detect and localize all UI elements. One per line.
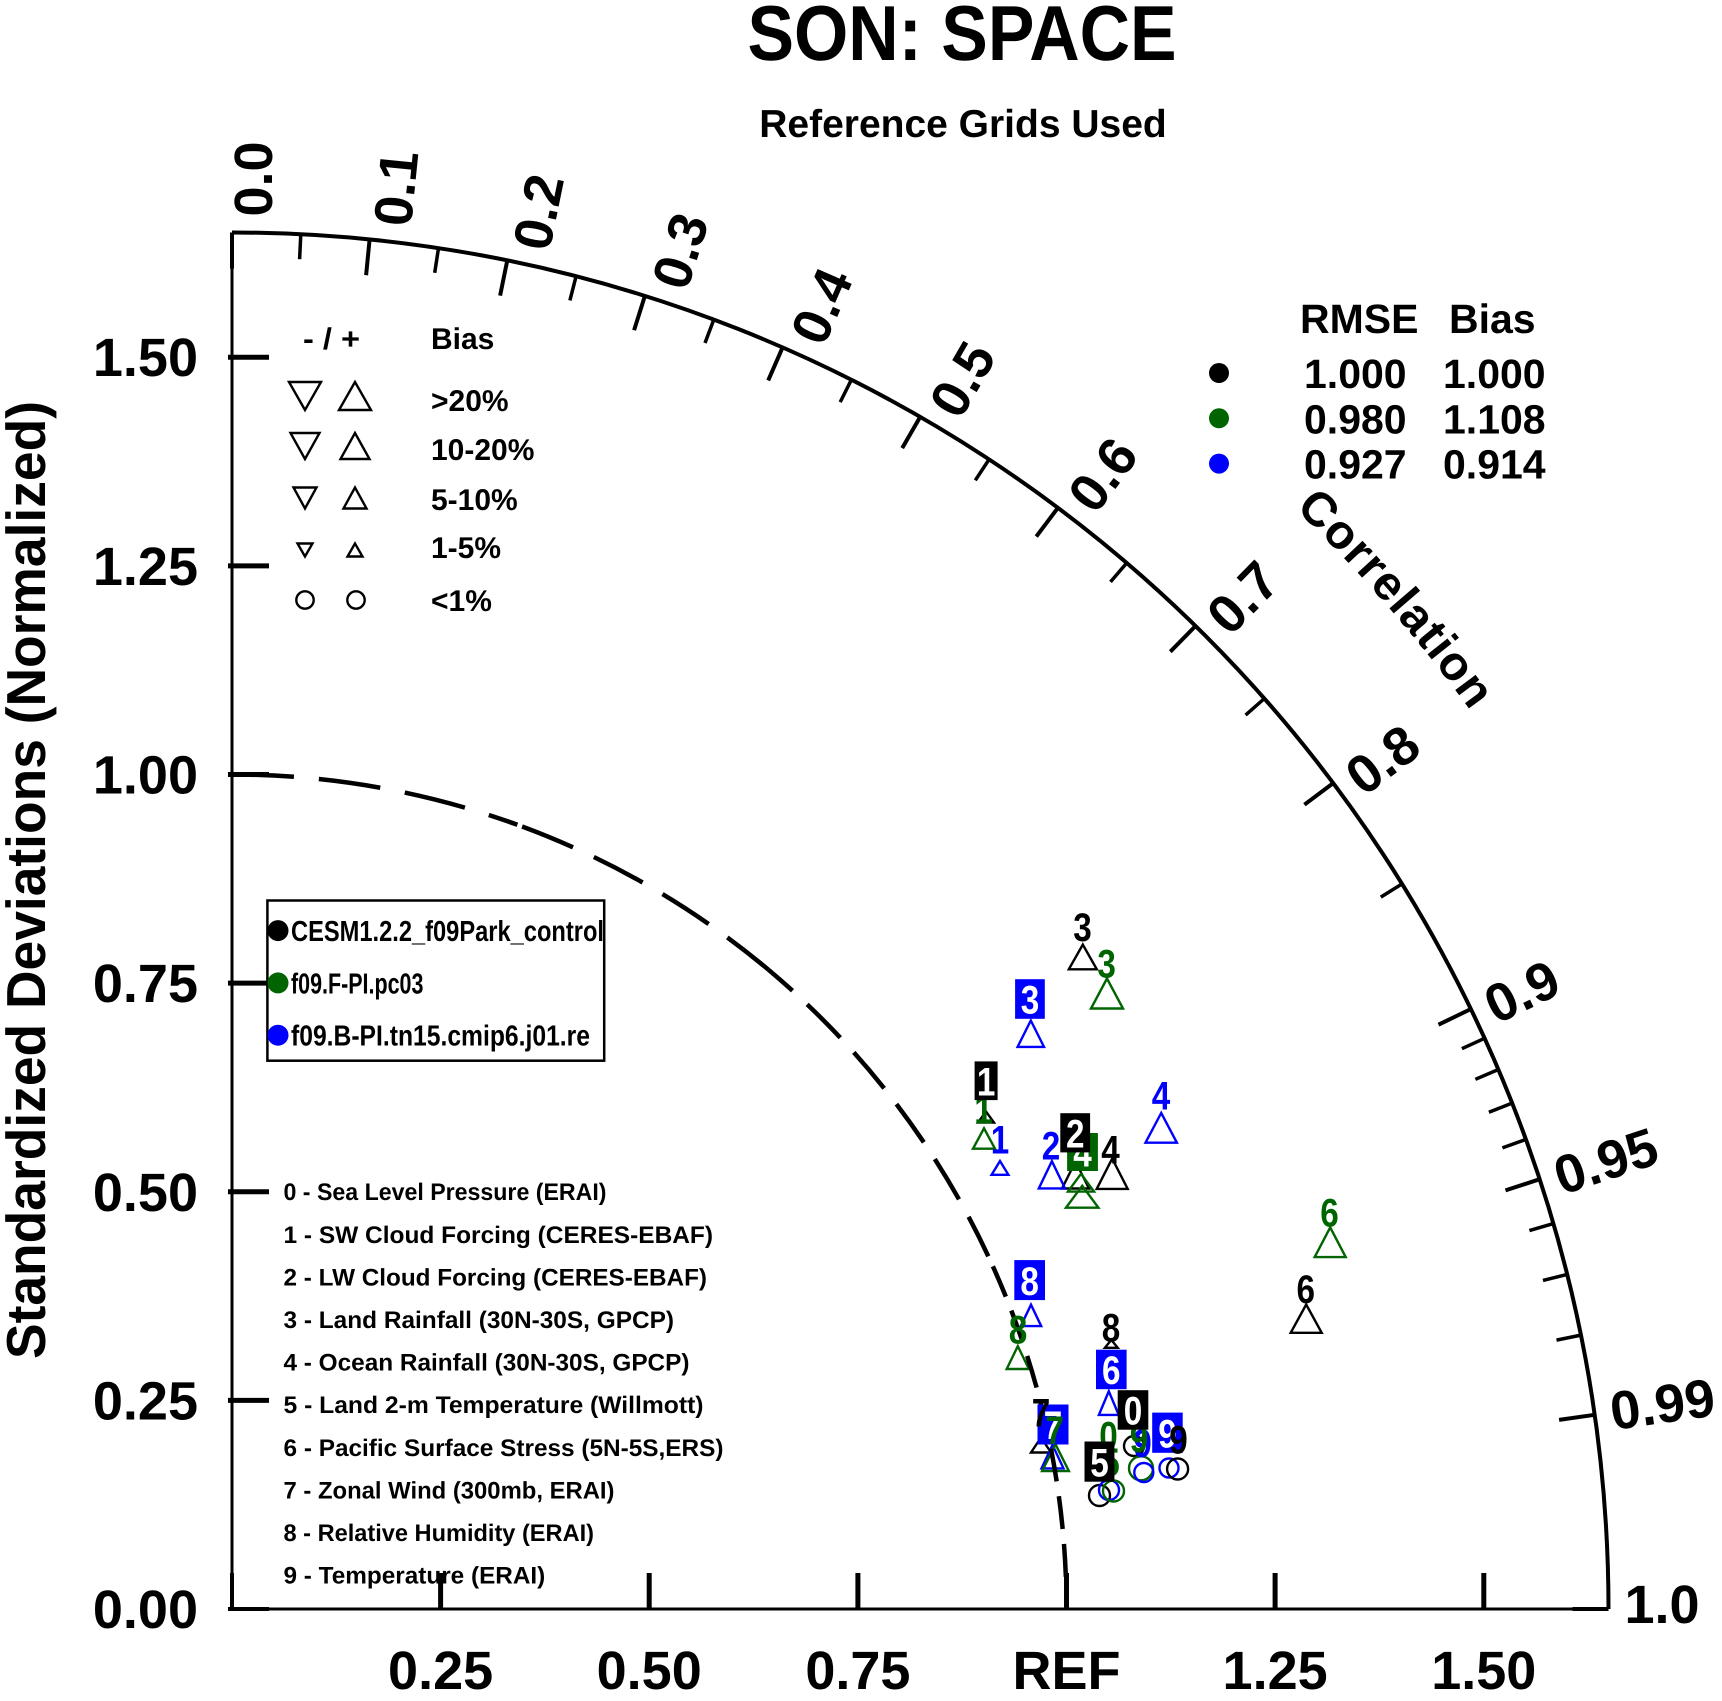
svg-text:7: 7 xyxy=(1046,1409,1065,1453)
svg-text:5 - Land 2-m Temperature (Will: 5 - Land 2-m Temperature (Willmott) xyxy=(284,1392,704,1419)
svg-text:2 - LW Cloud Forcing (CERES-EB: 2 - LW Cloud Forcing (CERES-EBAF) xyxy=(284,1264,708,1291)
svg-text:1-5%: 1-5% xyxy=(431,532,501,565)
svg-text:Reference Grids Used: Reference Grids Used xyxy=(759,103,1167,146)
svg-text:6: 6 xyxy=(1320,1192,1339,1236)
svg-text:REF: REF xyxy=(1013,1641,1121,1696)
svg-text:CESM1.2.2_f09Park_control: CESM1.2.2_f09Park_control xyxy=(291,916,604,948)
svg-text:6 - Pacific Surface Stress (5N: 6 - Pacific Surface Stress (5N-5S,ERS) xyxy=(284,1435,724,1462)
svg-text:RMSE: RMSE xyxy=(1300,296,1418,342)
svg-text:2: 2 xyxy=(1042,1125,1061,1169)
svg-text:>20%: >20% xyxy=(431,385,509,418)
svg-text:Bias: Bias xyxy=(431,323,494,356)
svg-text:1.25: 1.25 xyxy=(93,537,198,597)
svg-text:5: 5 xyxy=(1090,1441,1109,1485)
svg-text:9: 9 xyxy=(1158,1412,1177,1456)
svg-text:10-20%: 10-20% xyxy=(431,434,534,467)
svg-text:1.00: 1.00 xyxy=(93,746,198,806)
svg-text:4 - Ocean Rainfall (30N-30S, G: 4 - Ocean Rainfall (30N-30S, GPCP) xyxy=(284,1350,690,1377)
svg-text:6: 6 xyxy=(1102,1349,1121,1393)
svg-text:1.000: 1.000 xyxy=(1304,351,1407,397)
svg-text:0.50: 0.50 xyxy=(93,1163,198,1223)
svg-text:1: 1 xyxy=(977,1061,996,1105)
svg-text:0.00: 0.00 xyxy=(93,1580,198,1640)
svg-text:9 - Temperature (ERAI): 9 - Temperature (ERAI) xyxy=(284,1563,546,1590)
svg-text:f09.B-PI.tn15.cmip6.j01.re: f09.B-PI.tn15.cmip6.j01.re xyxy=(291,1021,590,1053)
svg-text:1: 1 xyxy=(991,1118,1010,1162)
svg-text:0.1: 0.1 xyxy=(363,148,430,229)
svg-text:1.108: 1.108 xyxy=(1443,396,1546,442)
svg-text:4: 4 xyxy=(1101,1128,1120,1172)
svg-text:Standardized Deviations (Norma: Standardized Deviations (Normalized) xyxy=(0,401,57,1359)
svg-text:0.2: 0.2 xyxy=(502,169,576,255)
svg-text:0: 0 xyxy=(1124,1390,1143,1434)
svg-text:f09.F-PI.pc03: f09.F-PI.pc03 xyxy=(291,968,423,1000)
svg-text:0.99: 0.99 xyxy=(1606,1368,1719,1442)
svg-text:<1%: <1% xyxy=(431,585,492,618)
svg-text:0.980: 0.980 xyxy=(1304,396,1407,442)
svg-text:6: 6 xyxy=(1297,1268,1316,1312)
svg-text:9: 9 xyxy=(1133,1422,1152,1466)
svg-text:8: 8 xyxy=(1009,1309,1028,1353)
svg-text:2: 2 xyxy=(1066,1113,1085,1157)
svg-text:8: 8 xyxy=(1102,1307,1121,1351)
svg-text:1.0: 1.0 xyxy=(1625,1575,1700,1635)
svg-text:1.50: 1.50 xyxy=(1431,1641,1536,1696)
svg-text:0.25: 0.25 xyxy=(388,1641,493,1696)
svg-text:7 - Zonal Wind (300mb, ERAI): 7 - Zonal Wind (300mb, ERAI) xyxy=(284,1477,615,1504)
svg-text:0.0: 0.0 xyxy=(224,141,284,216)
svg-text:0.75: 0.75 xyxy=(805,1641,910,1696)
svg-text:1.50: 1.50 xyxy=(93,328,198,388)
svg-text:9: 9 xyxy=(1169,1419,1188,1463)
svg-text:- / +: - / + xyxy=(303,323,360,356)
svg-text:3 - Land Rainfall (30N-30S, GP: 3 - Land Rainfall (30N-30S, GPCP) xyxy=(284,1307,675,1334)
svg-text:1.000: 1.000 xyxy=(1443,351,1546,397)
svg-text:4: 4 xyxy=(1152,1075,1171,1119)
svg-text:5-10%: 5-10% xyxy=(431,484,518,517)
svg-text:8: 8 xyxy=(1020,1260,1039,1304)
svg-text:0.25: 0.25 xyxy=(93,1371,198,1431)
svg-text:Bias: Bias xyxy=(1449,296,1536,342)
svg-text:7: 7 xyxy=(1044,1404,1063,1448)
svg-text:0.927: 0.927 xyxy=(1304,442,1407,488)
svg-text:7: 7 xyxy=(1032,1392,1051,1436)
svg-text:1 - SW Cloud Forcing (CERES-EB: 1 - SW Cloud Forcing (CERES-EBAF) xyxy=(284,1222,714,1249)
svg-text:3: 3 xyxy=(1021,979,1040,1023)
svg-text:SON: SPACE: SON: SPACE xyxy=(748,0,1177,77)
svg-text:3: 3 xyxy=(1097,943,1116,987)
svg-text:1.25: 1.25 xyxy=(1223,1641,1328,1696)
svg-text:8 - Relative Humidity (ERAI): 8 - Relative Humidity (ERAI) xyxy=(284,1520,595,1547)
svg-text:0.50: 0.50 xyxy=(597,1641,702,1696)
svg-text:0.914: 0.914 xyxy=(1443,442,1546,488)
svg-text:3: 3 xyxy=(1073,906,1092,950)
svg-text:0 - Sea Level Pressure (ERAI): 0 - Sea Level Pressure (ERAI) xyxy=(284,1179,607,1206)
svg-text:0.75: 0.75 xyxy=(93,954,198,1014)
